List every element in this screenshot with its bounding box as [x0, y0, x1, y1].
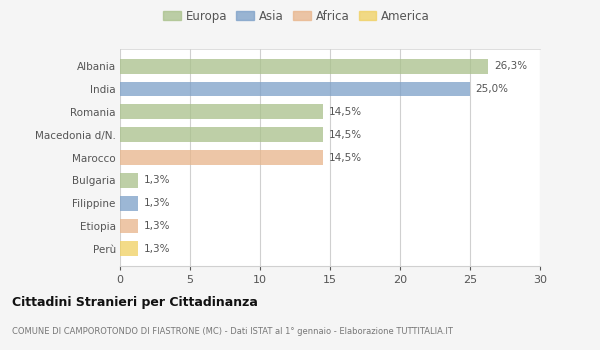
Legend: Europa, Asia, Africa, America: Europa, Asia, Africa, America — [161, 7, 432, 25]
Text: 26,3%: 26,3% — [494, 61, 527, 71]
Bar — [120, 196, 138, 210]
Text: 1,3%: 1,3% — [144, 244, 170, 254]
Bar — [120, 127, 323, 142]
Text: 14,5%: 14,5% — [329, 153, 362, 162]
Bar — [120, 59, 488, 74]
Text: 25,0%: 25,0% — [476, 84, 509, 94]
Text: Cittadini Stranieri per Cittadinanza: Cittadini Stranieri per Cittadinanza — [12, 296, 258, 309]
Text: COMUNE DI CAMPOROTONDO DI FIASTRONE (MC) - Dati ISTAT al 1° gennaio - Elaborazio: COMUNE DI CAMPOROTONDO DI FIASTRONE (MC)… — [12, 327, 453, 336]
Text: 1,3%: 1,3% — [144, 221, 170, 231]
Bar — [120, 218, 138, 233]
Text: 1,3%: 1,3% — [144, 198, 170, 208]
Bar — [120, 173, 138, 188]
Text: 14,5%: 14,5% — [329, 130, 362, 140]
Text: 14,5%: 14,5% — [329, 107, 362, 117]
Bar — [120, 150, 323, 165]
Bar — [120, 105, 323, 119]
Bar — [120, 82, 470, 97]
Bar — [120, 241, 138, 256]
Text: 1,3%: 1,3% — [144, 175, 170, 185]
